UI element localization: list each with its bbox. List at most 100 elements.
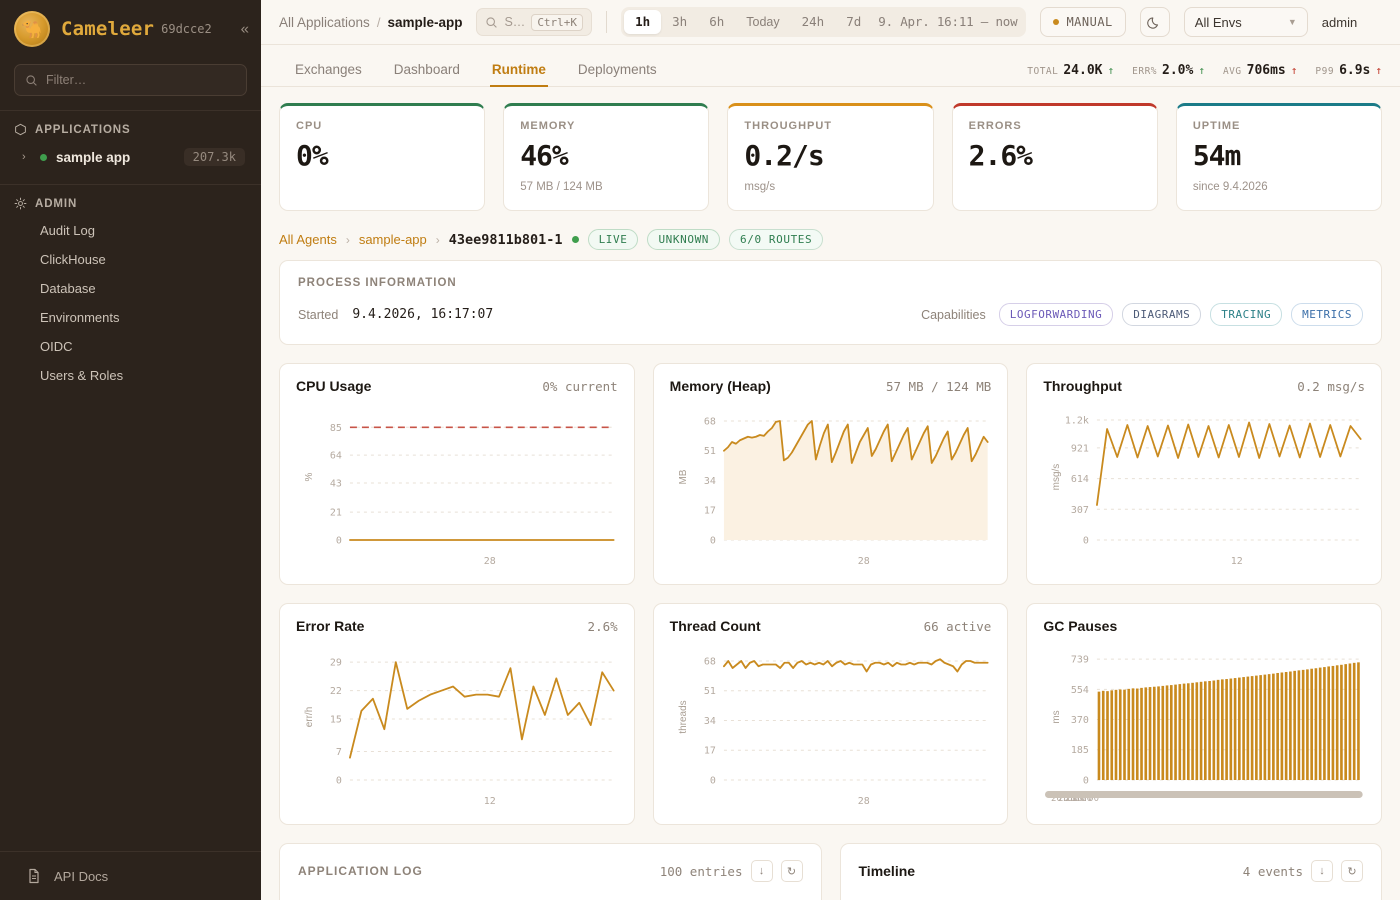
tab-exchanges[interactable]: Exchanges xyxy=(295,62,362,77)
download-icon[interactable]: ↓ xyxy=(750,860,773,882)
time-range-1h[interactable]: 1h xyxy=(624,10,662,34)
kpi-sub: 57 MB / 124 MB xyxy=(520,181,603,193)
breadcrumb-all-agents[interactable]: All Agents xyxy=(279,232,337,247)
chevron-right-icon[interactable]: › xyxy=(22,151,26,163)
sidebar-divider xyxy=(0,110,261,111)
kpi-value: 2.6% xyxy=(968,139,1033,172)
time-range-today[interactable]: Today xyxy=(746,15,780,29)
svg-text:%: % xyxy=(304,472,315,481)
svg-text:MB: MB xyxy=(678,469,689,484)
tab-dashboard[interactable]: Dashboard xyxy=(393,62,460,77)
chart-card-throughput: Throughput 0.2 msg/s msg/s 0 307 614 921 1.2k… xyxy=(1026,363,1382,585)
svg-text:err/h: err/h xyxy=(304,707,315,728)
stat-value: 2.0% xyxy=(1162,63,1194,78)
brand-name: Cameleer xyxy=(61,18,155,40)
svg-text:68: 68 xyxy=(704,416,716,427)
sidebar-item-clickhouse[interactable]: ClickHouse xyxy=(40,252,106,267)
section-label: ADMIN xyxy=(35,197,78,210)
capabilities-label: Capabilities xyxy=(921,307,986,322)
time-range-24h[interactable]: 24h xyxy=(801,14,825,29)
svg-text:21: 21 xyxy=(330,508,342,519)
kpi-sub: since 9.4.2026 xyxy=(1192,181,1268,193)
kpi-value: 54m xyxy=(1192,139,1242,172)
filter-input-wrapper[interactable] xyxy=(14,64,247,96)
kpi-value: 0% xyxy=(296,139,329,172)
timeline-title: Timeline xyxy=(858,863,916,879)
application-log-count: 100 entries xyxy=(659,863,743,879)
kpi-row: CPU 0% MEMORY 46% 57 MB / 124 MB THROUGH… xyxy=(279,103,1383,211)
time-range-6h[interactable]: 6h xyxy=(709,14,725,29)
sidebar-item-audit-log[interactable]: Audit Log xyxy=(40,223,95,238)
status-dot xyxy=(40,153,47,161)
sidebar-item-oidc[interactable]: OIDC xyxy=(40,339,73,354)
started-value: 9.4.2026, 16:17:07 xyxy=(352,307,494,322)
chart-plot-gc-pauses: ms 0 185 370 554 739 20:00 20:00 20:00 20:00 xyxy=(1043,640,1365,814)
chart-card-cpu-usage: CPU Usage 0% current % 0 21 43 64 85 28 xyxy=(279,363,635,585)
chart-header: Memory (Heap) 57 MB / 124 MB xyxy=(670,378,992,394)
chart-card-gc-pauses: GC Pauses ms 0 185 370 554 739 20:00 20:00 20:00… xyxy=(1026,603,1382,825)
stat-err-pct: ERR% 2.0% ↑ xyxy=(1132,63,1205,78)
svg-text:29: 29 xyxy=(330,658,342,669)
stat-key: AVG xyxy=(1222,66,1242,77)
svg-text:12: 12 xyxy=(484,796,496,807)
theme-toggle-button[interactable] xyxy=(1139,7,1170,37)
time-range-7d[interactable]: 7d xyxy=(846,14,862,29)
kpi-label: THROUGHPUT xyxy=(744,120,833,132)
breadcrumb-all-applications[interactable]: All Applications xyxy=(279,14,370,30)
chart-title: Memory (Heap) xyxy=(669,378,771,394)
refresh-icon[interactable]: ↻ xyxy=(780,860,803,882)
chart-grid-row-1: CPU Usage 0% current % 0 21 43 64 85 28 Memory… xyxy=(279,363,1382,585)
svg-text:51: 51 xyxy=(704,446,716,457)
section-label: APPLICATIONS xyxy=(35,123,131,136)
sidebar-item-database[interactable]: Database xyxy=(40,281,96,296)
stat-value: 706ms xyxy=(1246,63,1286,78)
bottom-panels: APPLICATION LOG 100 entries ↓ ↻ Timeline… xyxy=(279,843,1382,900)
refresh-icon[interactable]: ↻ xyxy=(1341,860,1363,882)
sidebar-item-users-roles[interactable]: Users & Roles xyxy=(40,368,124,383)
kpi-label: UPTIME xyxy=(1192,120,1241,132)
process-information-panel: PROCESS INFORMATION Started 9.4.2026, 16… xyxy=(279,260,1382,345)
kpi-card-throughput: THROUGHPUT 0.2/s msg/s xyxy=(727,103,934,211)
svg-text:22: 22 xyxy=(330,686,342,697)
time-range-absolute[interactable]: 9. Apr. 16:11 — now xyxy=(878,14,1018,29)
global-search[interactable]: S… Ctrl+K xyxy=(476,8,593,36)
trend-up-icon: ↑ xyxy=(1290,64,1298,77)
kpi-label: ERRORS xyxy=(968,120,1022,132)
application-count-badge: 207.3k xyxy=(183,148,245,166)
cube-icon xyxy=(15,123,26,136)
capability-tracing: TRACING xyxy=(1210,303,1283,326)
svg-text:0: 0 xyxy=(710,775,716,786)
time-range-3h[interactable]: 3h xyxy=(672,14,688,29)
brand-build-hash: 69dcce2 xyxy=(161,22,212,36)
user-menu[interactable]: admin xyxy=(1321,14,1358,30)
stat-value: 6.9s xyxy=(1339,63,1371,78)
chart-header: CPU Usage 0% current xyxy=(296,378,618,394)
svg-text:17: 17 xyxy=(704,746,716,757)
main-area: All Applications / sample-app S… Ctrl+K … xyxy=(261,0,1400,900)
sidebar-item-environments[interactable]: Environments xyxy=(40,310,120,325)
svg-text:43: 43 xyxy=(330,478,342,489)
sidebar-item-sample-app[interactable]: › sample app 207.3k xyxy=(0,142,261,172)
time-range-group: 1h 3h 6h Today 24h 7d 9. Apr. 16:11 — no… xyxy=(621,7,1027,37)
chart-plot-cpu: % 0 21 43 64 85 28 xyxy=(296,400,618,574)
process-information-body: Started 9.4.2026, 16:17:07 Capabilities … xyxy=(298,303,1363,326)
tab-runtime[interactable]: Runtime xyxy=(476,62,562,87)
kpi-card-cpu: CPU 0% xyxy=(279,103,486,211)
refresh-mode-button[interactable]: MANUAL xyxy=(1040,7,1126,37)
chart-title: Thread Count xyxy=(669,618,761,634)
tab-deployments[interactable]: Deployments xyxy=(577,62,657,77)
chevrons-left-icon[interactable]: « xyxy=(240,20,249,38)
sidebar-item-api-docs[interactable]: API Docs xyxy=(0,851,261,900)
download-icon[interactable]: ↓ xyxy=(1311,860,1333,882)
kpi-card-memory: MEMORY 46% 57 MB / 124 MB xyxy=(503,103,710,211)
breadcrumb-current-app: sample-app xyxy=(387,14,463,30)
svg-text:85: 85 xyxy=(330,423,342,434)
svg-text:12: 12 xyxy=(1231,556,1243,567)
svg-text:20:00: 20:00 xyxy=(1072,794,1099,804)
breadcrumb-agent-app[interactable]: sample-app xyxy=(358,232,427,247)
app-logo-icon: 🐪 xyxy=(14,11,50,47)
filter-input[interactable] xyxy=(46,73,236,87)
environment-select[interactable]: All Envs ▼ xyxy=(1183,7,1308,37)
badge-live: LIVE xyxy=(587,229,639,250)
